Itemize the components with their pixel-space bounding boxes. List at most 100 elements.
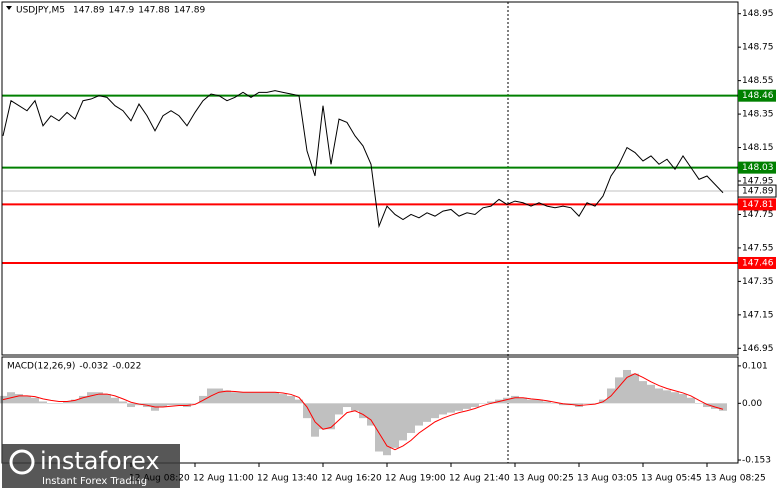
macd-bar (255, 392, 263, 404)
signal-line (2, 373, 724, 451)
watermark: instaforex Instant Forex Trading (2, 444, 180, 488)
macd-bar (551, 403, 559, 404)
ohlc-value: 147.89 (174, 6, 206, 16)
macd-bar (471, 403, 479, 408)
y-tick-label: 0.00 (742, 399, 762, 409)
macd-bar (463, 403, 471, 409)
x-tick-label: 12 Aug 21:40 (449, 474, 510, 484)
macd-bar (543, 401, 551, 404)
macd-title: MACD(12,26,9) (7, 362, 75, 372)
macd-bar (319, 403, 327, 430)
macd-bar (247, 392, 255, 404)
macd-bar (239, 392, 247, 404)
macd-bar (215, 388, 223, 404)
watermark-logo (9, 449, 35, 475)
macd-bar (335, 403, 343, 415)
macd-bar (439, 403, 447, 415)
macd-bar (375, 403, 383, 452)
macd-bar (639, 381, 647, 404)
ohlc-value: 147.89 (73, 6, 105, 16)
ohlc-value: 147.88 (138, 6, 170, 16)
macd-bar (55, 403, 63, 404)
macd-bar (519, 397, 527, 404)
macd-bar (343, 403, 351, 408)
macd-bar (615, 377, 623, 404)
y-tick-label: 147.55 (742, 243, 774, 253)
macd-bar (351, 403, 359, 411)
x-tick-label: 12 Aug 13:40 (257, 474, 318, 484)
macd-bar (15, 394, 23, 404)
macd-bar (479, 403, 487, 404)
macd-bar (527, 399, 535, 404)
level-label: 147.81 (742, 200, 774, 210)
macd-bar (71, 399, 79, 404)
macd-bar (63, 401, 71, 404)
y-tick-label: 147.35 (742, 277, 774, 287)
macd-readout: -0.032 (79, 362, 108, 372)
macd-bar (87, 392, 95, 404)
macd-bar (287, 395, 295, 404)
x-tick-label: 13 Aug 05:45 (641, 474, 702, 484)
level-label: 148.03 (742, 163, 774, 173)
x-tick-label: 13 Aug 00:25 (513, 474, 574, 484)
macd-bar (199, 395, 207, 404)
macd-bar (415, 403, 423, 426)
watermark-tagline: Instant Forex Trading (42, 476, 147, 487)
price-line (2, 90, 724, 229)
y-tick-label: 148.95 (742, 9, 774, 19)
macd-bar (623, 369, 631, 404)
level-label-box (738, 198, 776, 211)
level-label: 147.46 (742, 258, 774, 268)
macd-bar (279, 394, 287, 404)
macd-bar (119, 401, 127, 404)
macd-frame (1, 356, 739, 464)
level-label-box (738, 161, 776, 174)
macd-bar (31, 397, 39, 404)
main-frame (1, 1, 739, 356)
macd-bar (455, 403, 463, 411)
macd-bar (263, 392, 271, 404)
level-label-box (738, 89, 776, 102)
macd-bar (23, 395, 31, 404)
macd-bar (167, 403, 175, 406)
macd-bar (407, 403, 415, 433)
macd-bar (711, 403, 719, 409)
macd-bar (79, 395, 87, 404)
y-tick-label: 148.35 (742, 110, 774, 120)
x-tick-label: 12 Aug 16:20 (321, 474, 382, 484)
macd-bar (231, 392, 239, 404)
macd-bar (175, 403, 183, 406)
x-tick-label: 13 Aug 03:05 (577, 474, 638, 484)
y-tick-label: -0.153 (742, 456, 771, 466)
macd-bar (423, 403, 431, 422)
ohlc-value: 147.9 (108, 6, 134, 16)
y-tick-label: 148.55 (742, 76, 774, 86)
macd-bar (399, 403, 407, 441)
macd-bar (127, 403, 135, 408)
x-tick-label: 12 Aug 08:20 (129, 474, 190, 484)
macd-bar (447, 403, 455, 413)
macd-bar (719, 403, 727, 411)
macd-bar (303, 403, 311, 419)
macd-readout: -0.022 (112, 362, 141, 372)
macd-bar (431, 403, 439, 419)
chart-title: USDJPY,M5 (16, 6, 65, 16)
macd-bar (359, 403, 367, 419)
macd-bar (671, 392, 679, 404)
macd-bar (95, 392, 103, 404)
level-label-box (738, 256, 776, 269)
macd-bar (191, 403, 199, 404)
macd-bar (503, 397, 511, 404)
macd-bar (655, 388, 663, 404)
y-tick-label: 147.95 (742, 177, 774, 187)
macd-bar (487, 401, 495, 404)
plot-layer (0, 90, 738, 456)
macd-bar (367, 403, 375, 426)
macd-bar (271, 392, 279, 404)
macd-bar (39, 401, 47, 404)
y-tick-label: 147.15 (742, 310, 774, 320)
macd-bar (391, 403, 399, 448)
x-tick-label: 12 Aug 11:00 (193, 474, 254, 484)
macd-bar (679, 394, 687, 404)
x-tick-label: 13 Aug 08:25 (705, 474, 766, 484)
